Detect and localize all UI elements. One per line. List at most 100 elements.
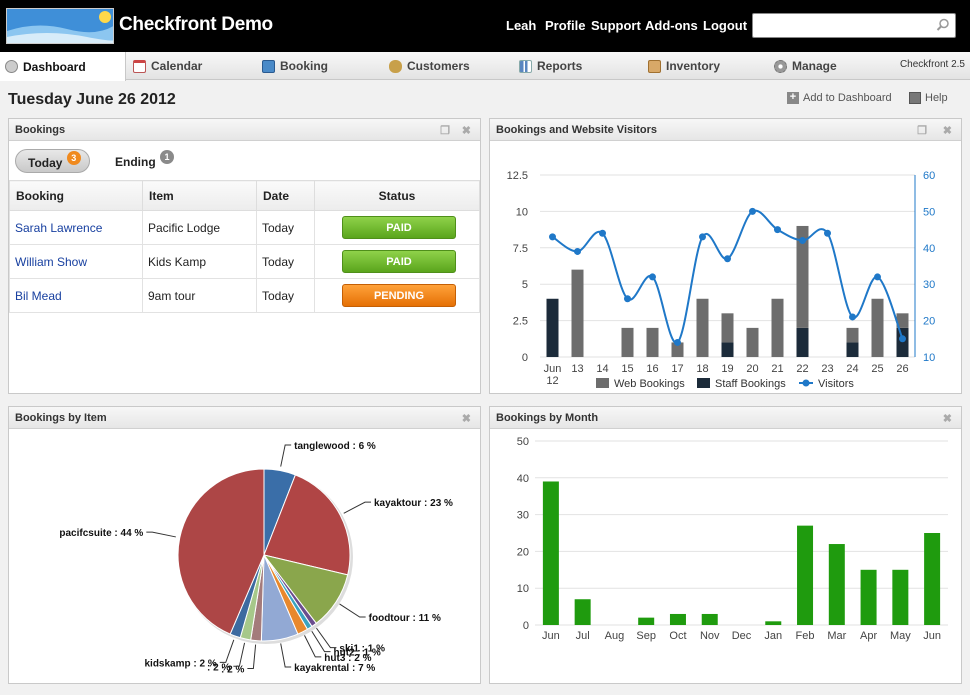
month-bar-chart: 0 10 20 30 40 50 Jun Jul Aug Sep Oct Nov Dec Jan Feb Ma… <box>517 436 948 642</box>
visitors-point <box>824 229 831 237</box>
status-badge[interactable]: PENDING <box>342 284 456 307</box>
close-icon[interactable]: ✖ <box>461 413 471 425</box>
x-axis-tick: Nov <box>700 630 720 642</box>
visitors-point <box>724 255 731 263</box>
visitors-panel: Bookings and Website Visitors ❐ ✖ 0 2.5 5 7… <box>489 118 962 394</box>
pie-connector <box>316 627 337 649</box>
tab-calendar[interactable]: Calendar <box>133 52 202 80</box>
version-label: Checkfront 2.5 <box>899 59 965 70</box>
booking-name-link[interactable]: Bil Mead <box>9 278 143 313</box>
maximize-icon[interactable]: ❐ <box>917 125 927 137</box>
visitors-point <box>549 233 556 241</box>
pie-label: tanglewood : 6 % <box>294 441 376 452</box>
status-badge[interactable]: PAID <box>342 250 456 273</box>
booking-date: Today <box>256 244 315 279</box>
column-header[interactable]: Status <box>314 180 480 211</box>
tab-customers[interactable]: Customers <box>389 52 470 80</box>
panel-title: Bookings by Item <box>15 412 107 424</box>
right-axis-tick: 10 <box>923 352 935 364</box>
page-title: Tuesday June 26 2012 <box>8 91 176 108</box>
tab-dashboard[interactable]: Dashboard <box>0 52 126 81</box>
table-row: Sarah Lawrence Pacific Lodge Today PAID <box>9 210 480 245</box>
booking-item: 9am tour <box>142 278 257 313</box>
right-axis-tick: 40 <box>923 243 935 255</box>
x-axis-tick: May <box>890 630 911 642</box>
y-axis-tick: 20 <box>517 546 529 558</box>
legend-swatch <box>802 379 810 387</box>
x-axis-tick: 13 <box>571 363 583 375</box>
pie-slice <box>177 468 265 635</box>
visitors-point <box>749 207 756 215</box>
ending-filter-button[interactable]: Ending 1 <box>115 150 175 169</box>
visitors-point <box>874 273 881 281</box>
top-bar: Checkfront Demo Leah Profile Support Add… <box>0 0 970 52</box>
x-axis-tick: Feb <box>796 630 815 642</box>
web-bookings-bar <box>746 327 759 357</box>
pie-label: : 2 % <box>221 665 244 676</box>
visitors-point <box>624 295 631 303</box>
month-bar <box>669 613 686 625</box>
user-link[interactable]: Leah <box>506 18 537 33</box>
visitors-point <box>649 273 656 281</box>
staff-bookings-bar <box>546 298 559 357</box>
panel-header: Bookings by Month ✖ <box>490 407 961 429</box>
x-axis-tick: Jan <box>764 630 782 642</box>
column-header[interactable]: Date <box>256 180 315 211</box>
status-cell: PENDING <box>314 278 480 313</box>
pie-connector <box>343 501 372 514</box>
support-link[interactable]: Support <box>591 18 641 33</box>
booking-name-link[interactable]: Sarah Lawrence <box>9 210 143 245</box>
search-icon[interactable] <box>936 18 950 32</box>
close-icon[interactable]: ✖ <box>942 125 952 137</box>
left-axis-tick: 7.5 <box>513 243 528 255</box>
staff-bookings-bar <box>796 327 809 357</box>
month-bar <box>638 617 655 625</box>
plus-icon: + <box>787 92 799 104</box>
tab-label: Customers <box>407 59 470 73</box>
close-icon[interactable]: ✖ <box>461 125 471 137</box>
table-row: William Show Kids Kamp Today PAID <box>9 244 480 279</box>
dashboard-icon <box>5 60 18 73</box>
booking-name-link[interactable]: William Show <box>9 244 143 279</box>
booking-date: Today <box>256 278 315 313</box>
month-bar <box>860 569 877 625</box>
x-axis-tick: 26 <box>896 363 908 375</box>
column-header[interactable]: Item <box>142 180 257 211</box>
tab-booking[interactable]: Booking <box>262 52 328 80</box>
tab-inventory[interactable]: Inventory <box>648 52 720 80</box>
pie-label: hut3 : 2 % <box>324 653 371 664</box>
web-bookings-bar <box>846 327 859 343</box>
customers-icon <box>389 59 402 73</box>
close-icon[interactable]: ✖ <box>942 413 952 425</box>
help-label: Help <box>925 92 948 104</box>
column-header[interactable]: Booking <box>9 180 143 211</box>
web-bookings-bar <box>796 225 809 328</box>
status-cell: PAID <box>314 244 480 279</box>
legend-label: Staff Bookings <box>715 378 786 390</box>
y-axis-tick: 10 <box>517 583 529 595</box>
help-icon <box>909 92 921 104</box>
left-axis-tick: 2.5 <box>513 316 528 328</box>
profile-link[interactable]: Profile <box>545 18 586 33</box>
status-badge[interactable]: PAID <box>342 216 456 239</box>
help-button[interactable]: Help <box>909 92 948 104</box>
maximize-icon[interactable]: ❐ <box>440 125 450 137</box>
web-bookings-bar <box>696 298 709 357</box>
pie-label: pacifcsuite : 44 % <box>59 528 143 539</box>
tab-manage[interactable]: Manage <box>774 52 837 80</box>
x-axis-tick: Jul <box>576 630 590 642</box>
today-label: Today <box>28 156 63 170</box>
logout-link[interactable]: Logout <box>703 18 748 33</box>
addons-link[interactable]: Add-ons <box>645 18 698 33</box>
y-axis-tick: 30 <box>517 510 529 522</box>
add-to-dashboard-button[interactable]: + Add to Dashboard <box>787 92 892 104</box>
tab-label: Manage <box>792 59 837 73</box>
panel-header: Bookings and Website Visitors ❐ ✖ <box>490 119 961 141</box>
legend-label: Visitors <box>818 378 854 390</box>
today-filter-button[interactable]: Today 3 <box>15 149 90 173</box>
tab-reports[interactable]: Reports <box>519 52 582 80</box>
search-input[interactable] <box>752 13 956 38</box>
logo[interactable] <box>6 8 114 44</box>
pie-connector <box>280 444 292 467</box>
month-bar <box>924 533 941 625</box>
